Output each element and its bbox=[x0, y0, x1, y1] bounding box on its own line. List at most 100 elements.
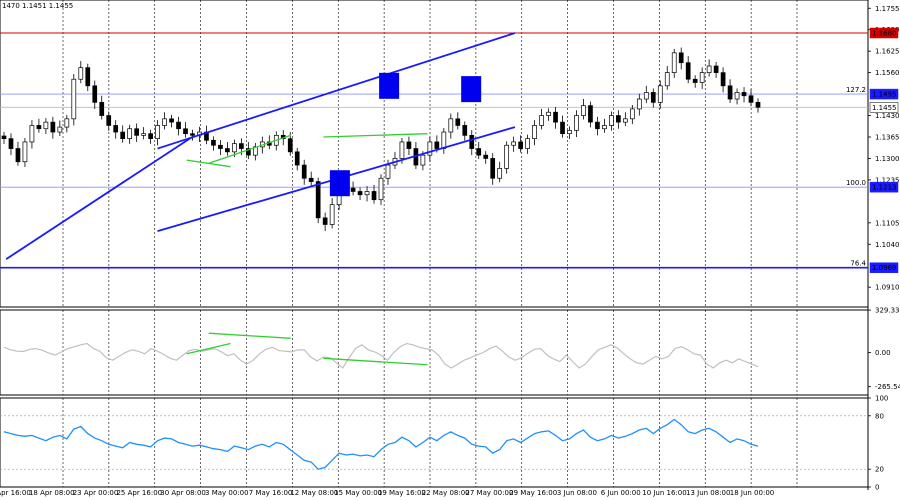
x-tick-label: 15 Apr 16:00 bbox=[0, 489, 31, 497]
candle-body bbox=[218, 144, 223, 149]
candle-body bbox=[518, 141, 523, 149]
candle-body bbox=[455, 118, 461, 126]
candle-body bbox=[678, 52, 684, 64]
cci-y-tick-label: -265.544 bbox=[875, 383, 900, 391]
candle-body bbox=[490, 158, 496, 179]
candle-body bbox=[127, 128, 133, 139]
candle-body bbox=[1, 135, 7, 139]
trend-line bbox=[5, 136, 193, 260]
rsi-y-tick-label: 20 bbox=[875, 466, 884, 474]
level-price-tag bbox=[869, 88, 899, 100]
x-tick-label: 6 Jun 00:00 bbox=[601, 489, 641, 497]
candle-body bbox=[734, 92, 740, 100]
candle-body bbox=[399, 141, 405, 159]
candle-body bbox=[755, 101, 761, 108]
candle-body bbox=[741, 92, 747, 97]
x-tick-label: 19 May 16:00 bbox=[378, 489, 426, 497]
rsi-line bbox=[3, 418, 759, 470]
y-tick-label: 1.0910 bbox=[875, 284, 900, 292]
candle-body bbox=[720, 72, 726, 87]
candle-body bbox=[106, 115, 112, 126]
rsi-y-tick-label: 100 bbox=[875, 395, 888, 403]
x-tick-label: 22 May 08:00 bbox=[422, 489, 470, 497]
divergence-line bbox=[186, 159, 231, 168]
candle-body bbox=[350, 187, 356, 192]
candle-body bbox=[371, 191, 377, 201]
candle-body bbox=[329, 204, 335, 225]
candle-body bbox=[441, 131, 447, 149]
candle-body bbox=[239, 143, 244, 149]
candle-body bbox=[636, 98, 642, 110]
level-price-tag-label: 1.0969 bbox=[872, 264, 897, 272]
cci-divergence-line bbox=[208, 332, 291, 339]
candle-body bbox=[385, 164, 391, 179]
candle-body bbox=[357, 191, 363, 196]
signal-marker bbox=[329, 170, 350, 197]
trend-line bbox=[157, 32, 516, 150]
candle-body bbox=[29, 125, 35, 143]
x-tick-label: 3 May 00:00 bbox=[205, 489, 249, 497]
candle-body bbox=[50, 121, 56, 133]
level-price-tag-label: 1.1455 bbox=[872, 104, 897, 112]
candle-body bbox=[64, 118, 70, 128]
level-side-label: 100.0 bbox=[846, 179, 866, 187]
candle-body bbox=[748, 95, 754, 103]
candle-body bbox=[92, 85, 98, 103]
x-tick-label: 29 May 16:00 bbox=[509, 489, 557, 497]
candle-body bbox=[427, 141, 433, 156]
candle-body bbox=[71, 78, 77, 120]
level-price-tag bbox=[869, 27, 899, 39]
cci-y-tick-label: 329.3341 bbox=[875, 307, 900, 315]
candle-body bbox=[85, 67, 91, 87]
y-tick-label: 1.1625 bbox=[875, 48, 900, 56]
divergence-line bbox=[323, 133, 428, 138]
candle-body bbox=[629, 108, 635, 120]
x-tick-label: 30 Apr 08:00 bbox=[160, 489, 206, 497]
candle-body bbox=[532, 125, 537, 139]
x-tick-label: 10 Jun 16:00 bbox=[642, 489, 686, 497]
y-tick-label: 1.1040 bbox=[875, 241, 900, 249]
level-price-tag-label: 1.1495 bbox=[872, 91, 897, 99]
y-tick-label: 1.1235 bbox=[875, 176, 900, 184]
candle-body bbox=[553, 111, 558, 123]
rsi-y-tick-label: 0 bbox=[875, 484, 879, 492]
x-tick-label: 12 May 08:00 bbox=[290, 489, 338, 497]
candle-body bbox=[462, 125, 468, 136]
candle-body bbox=[134, 128, 139, 136]
y-tick-label: 1.1365 bbox=[875, 133, 900, 141]
candle-body bbox=[232, 143, 237, 153]
x-tick-label: 3 Jun 08:00 bbox=[557, 489, 597, 497]
candle-body bbox=[664, 72, 670, 87]
candle-body bbox=[225, 148, 230, 153]
x-tick-label: 18 Apr 08:00 bbox=[29, 489, 75, 497]
candle-body bbox=[8, 138, 14, 149]
panel-frame bbox=[0, 0, 869, 308]
candle-body bbox=[434, 141, 440, 149]
candle-body bbox=[315, 181, 321, 219]
candle-body bbox=[504, 144, 510, 169]
candle-body bbox=[141, 133, 146, 136]
candle-body bbox=[483, 154, 489, 159]
candle-body bbox=[476, 148, 482, 156]
y-tick-label: 1.1105 bbox=[875, 219, 900, 227]
signal-marker bbox=[461, 76, 482, 103]
candle-body bbox=[469, 134, 475, 149]
candle-body bbox=[609, 115, 614, 126]
header-text: 1470 1.1451 1.1455 bbox=[2, 2, 73, 10]
level-price-tag-label: 1.1680 bbox=[872, 30, 897, 38]
candle-body bbox=[183, 128, 188, 135]
candle-body bbox=[322, 217, 328, 225]
candle-body bbox=[420, 154, 426, 166]
candle-body bbox=[539, 115, 544, 126]
candle-body bbox=[727, 85, 733, 100]
candle-body bbox=[57, 126, 63, 133]
candle-body bbox=[287, 138, 293, 153]
x-tick-label: 27 May 00:00 bbox=[465, 489, 513, 497]
candle-body bbox=[169, 118, 174, 123]
divergence-line bbox=[208, 134, 291, 165]
panel-frame bbox=[0, 309, 869, 396]
candle-body bbox=[574, 115, 579, 131]
x-tick-label: 23 Apr 00:00 bbox=[73, 489, 119, 497]
